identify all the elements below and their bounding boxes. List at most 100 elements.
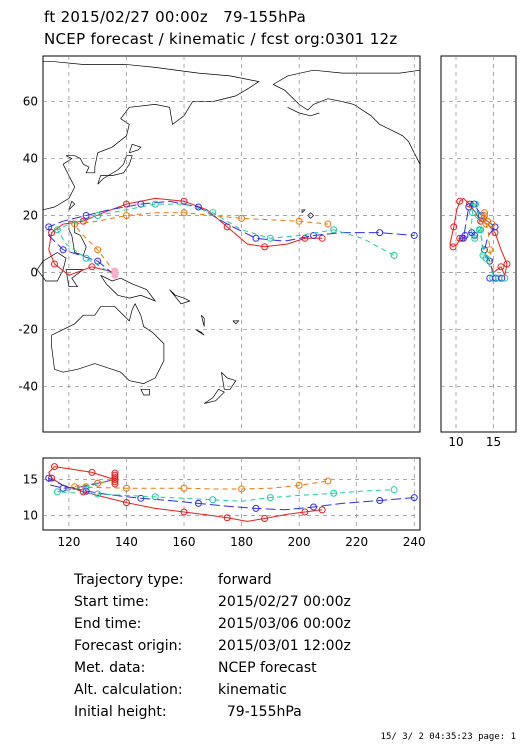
trajectory-marker (301, 508, 309, 516)
trajectory-marker (318, 506, 326, 514)
trajectory-marker (310, 503, 318, 511)
trajectory-marker (194, 499, 202, 507)
trajectory-marker (48, 229, 56, 237)
bottom-lon-tick-label: 140 (115, 535, 138, 549)
map-frame (42, 55, 421, 433)
coastline (273, 84, 421, 165)
page-footer-timestamp: 15/ 3/ 2 04:35:23 page: 1 (380, 732, 516, 742)
info-label: Forecast origin: (74, 638, 183, 654)
source-marker (111, 471, 119, 479)
trajectory-marker (472, 200, 479, 208)
coastline (68, 200, 76, 211)
coastline (195, 329, 205, 336)
trajectory-marker (324, 477, 332, 485)
trajectory-marker (456, 234, 464, 242)
source-marker (111, 473, 119, 481)
coastline (287, 106, 320, 117)
info-label: Start time: (74, 594, 149, 610)
trajectory-marker (324, 220, 332, 228)
map-lat-tick-label: 40 (23, 152, 38, 166)
trajectory-marker (88, 468, 96, 476)
coastline (51, 303, 165, 384)
trajectory-marker (410, 231, 418, 239)
map-lat-tick-label: 0 (30, 265, 38, 279)
info-label: Initial height: (74, 704, 167, 720)
info-value: 2015/02/27 00:00z (218, 594, 351, 610)
trajectory-marker (295, 481, 303, 489)
bottom-panel-frame (42, 457, 421, 531)
trajectory-marker (137, 200, 145, 208)
info-label: Met. data: (74, 660, 146, 676)
side-height-tick-label: 10 (448, 435, 463, 449)
side-height-tick-label: 15 (486, 435, 501, 449)
trajectory-marker (71, 483, 79, 491)
info-value: kinematic (218, 682, 287, 698)
trajectory-marker (471, 234, 479, 242)
source-marker (111, 267, 119, 275)
coastline (42, 61, 260, 211)
trajectory-marker (51, 260, 59, 268)
coastline (68, 220, 87, 256)
trajectory-marker (94, 246, 102, 254)
info-label: Trajectory type: (74, 572, 184, 588)
trajectory-marker (94, 257, 102, 265)
trajectory-line-height (74, 479, 328, 490)
bottom-height-tick-label: 15 (23, 473, 38, 487)
coastline (232, 320, 240, 325)
coastline (273, 69, 421, 85)
info-label: End time: (74, 616, 142, 632)
trajectory-line-map (73, 212, 328, 273)
trajectory-marker (79, 488, 87, 496)
trajectory-marker (376, 229, 384, 237)
trajectory-marker (94, 479, 102, 487)
info-value: 2015/03/06 00:00z (218, 616, 351, 632)
trajectory-marker (497, 263, 505, 271)
trajectory-marker (488, 220, 496, 228)
trajectory-marker (122, 484, 130, 492)
trajectory-marker (503, 260, 511, 268)
bottom-height-tick-label: 10 (23, 509, 38, 523)
chart-title-line2: NCEP forecast / kinematic / fcst org:030… (44, 30, 398, 48)
coastline (221, 371, 237, 390)
info-row-trajectory-type: Trajectory type: forward (74, 572, 272, 588)
info-value: 2015/03/01 12:00z (218, 638, 351, 654)
trajectory-marker (261, 243, 269, 251)
trajectory-line-side (449, 197, 508, 277)
trajectory-line-map (48, 197, 323, 276)
trajectory-line-height (48, 477, 415, 511)
trajectory-marker (318, 234, 326, 242)
info-row-met-data: Met. data: NCEP forecast (74, 660, 317, 676)
trajectory-marker (88, 263, 96, 271)
info-row-start-time: Start time: 2015/02/27 00:00z (74, 594, 351, 610)
trajectory-line-height (48, 466, 323, 522)
trajectory-marker (53, 226, 61, 234)
trajectory-marker (261, 514, 269, 522)
info-value: NCEP forecast (218, 660, 317, 676)
bottom-lon-tick-label: 200 (288, 535, 311, 549)
trajectory-marker (310, 231, 318, 239)
trajectory-marker (330, 489, 338, 497)
side-panel-frame (440, 55, 517, 433)
trajectory-marker (45, 223, 53, 231)
trajectory-marker (53, 488, 61, 496)
trajectory-marker (449, 243, 457, 251)
trajectory-marker (481, 212, 488, 220)
coastline (140, 388, 150, 396)
coastline (36, 252, 67, 282)
coastline (307, 212, 314, 219)
trajectory-marker (209, 496, 217, 504)
trajectory-marker (410, 494, 418, 502)
info-value: forward (218, 572, 272, 588)
trajectory-line-side (483, 212, 494, 273)
trajectory-marker (59, 484, 67, 492)
map-lat-tick-label: -20 (18, 322, 38, 336)
trajectory-marker (266, 494, 274, 502)
trajectory-marker (94, 490, 102, 498)
trajectory-marker (151, 200, 159, 208)
coastline (169, 289, 191, 305)
trajectory-marker (151, 493, 159, 501)
trajectory-marker (461, 231, 469, 239)
chart-title-line1: ft 2015/02/27 00:00z 79-155hPa (44, 8, 307, 26)
trajectory-marker (59, 246, 67, 254)
